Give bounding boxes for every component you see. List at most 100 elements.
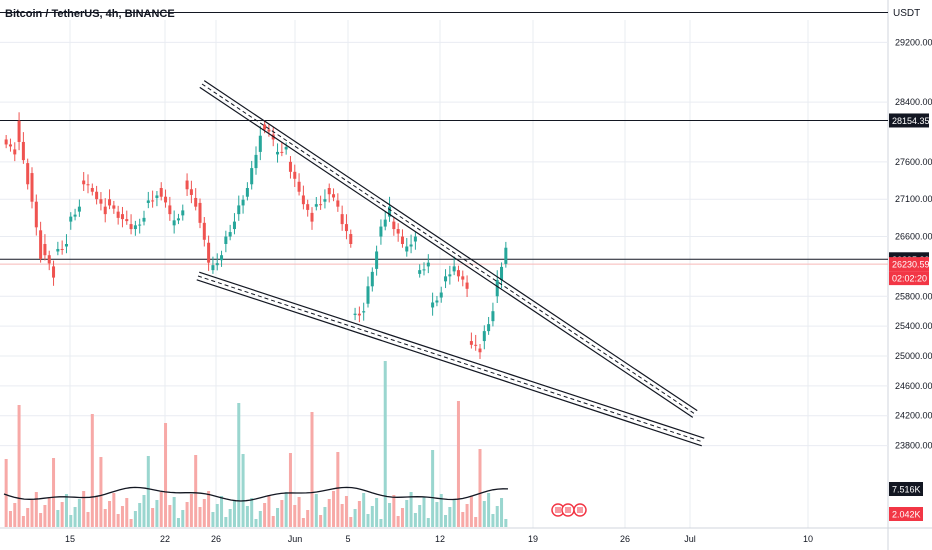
volume-bar (439, 494, 443, 527)
candle-body (383, 219, 387, 227)
x-tick-label: 5 (345, 534, 350, 544)
volume-bar (500, 498, 504, 527)
candle-body (168, 205, 172, 215)
candle-body (138, 224, 142, 226)
candle-body (465, 282, 469, 289)
volume-bar (86, 512, 90, 527)
volume-bar (366, 514, 370, 527)
candle-body (491, 311, 495, 322)
volume-bar (388, 503, 392, 527)
volume-bar (39, 513, 43, 527)
volume-ma-label-bg (889, 482, 923, 496)
candle-body (461, 276, 465, 280)
volume-bar (185, 502, 189, 527)
candle-body (366, 286, 370, 304)
candle-body (487, 324, 491, 332)
candle-body (181, 210, 185, 216)
y-tick-label: 24200.00 (895, 411, 932, 421)
volume-bar (215, 504, 219, 527)
x-tick-label: 15 (65, 534, 75, 544)
volume-bar (90, 414, 94, 527)
volume-bar (194, 455, 198, 527)
volume-bar (69, 515, 73, 527)
candle-body (164, 196, 168, 203)
current-price-label: 26230.59 (892, 260, 930, 270)
candle-body (375, 251, 379, 269)
candle-body (263, 124, 267, 130)
wedge-upper-line (199, 86, 694, 418)
candle-body (310, 212, 314, 222)
candle-body (392, 221, 396, 230)
resistance-price-label: 28154.35 (892, 116, 930, 126)
volume-bar (245, 506, 249, 527)
candle-body (189, 189, 193, 195)
y-tick-label: 24600.00 (895, 381, 932, 391)
candle-body (64, 244, 68, 247)
y-tick-label: 23800.00 (895, 441, 932, 451)
volume-bar (491, 514, 495, 527)
volume-bar (17, 405, 21, 527)
volume-bar (456, 401, 460, 527)
volume-bar (168, 505, 172, 527)
candle-body (159, 188, 163, 197)
volume-bar (43, 505, 47, 527)
candle-body (357, 313, 361, 316)
volume-bar (146, 456, 150, 527)
volume-bar (120, 506, 124, 527)
candle-body (13, 149, 17, 155)
volume-bar (465, 504, 469, 527)
volume-bar (30, 500, 34, 527)
candle-body (198, 202, 202, 223)
candle-body (332, 194, 336, 198)
candle-body (362, 311, 366, 313)
candle-body (17, 120, 21, 142)
candle-body (103, 206, 107, 215)
volume-bar (474, 517, 478, 527)
candle-body (116, 211, 120, 218)
candle-body (258, 135, 262, 152)
candle-body (349, 234, 353, 244)
countdown-label-bg (889, 271, 929, 286)
candle-body (336, 200, 340, 207)
candle-body (99, 199, 103, 204)
volume-bar (142, 495, 146, 527)
volume-bar (181, 510, 185, 527)
candle-body (344, 224, 348, 232)
wedge-lower-line (196, 279, 702, 447)
candle-body (151, 200, 155, 202)
volume-label-bg (889, 507, 923, 521)
volume-bar (280, 500, 284, 527)
volume-bar (301, 518, 305, 527)
volume-bar (276, 508, 280, 527)
volume-bar (405, 500, 409, 527)
candle-body (327, 188, 331, 195)
volume-bar (108, 501, 112, 527)
volume-bar (504, 519, 508, 527)
candle-body (73, 214, 77, 217)
volume-bar (237, 403, 241, 527)
candle-body (245, 188, 249, 197)
candle-body (267, 129, 271, 132)
volume-bar (56, 510, 60, 527)
currency-label: USDT (893, 8, 921, 19)
candle-body (4, 139, 8, 145)
volume-bar (34, 492, 38, 527)
candle-body (422, 269, 426, 271)
y-tick-label: 25400.00 (895, 321, 932, 331)
candle-body (254, 154, 258, 169)
flag-us-icon (561, 503, 575, 517)
volume-bar (220, 496, 224, 527)
x-tick-label: 26 (620, 534, 630, 544)
wedge-upper-line (201, 83, 696, 415)
volume-bar (52, 458, 56, 527)
volume-bar (176, 518, 180, 527)
chart-title: Bitcoin / TetherUS, 4h, BINANCE (5, 8, 175, 20)
y-tick-label: 26600.00 (895, 232, 932, 242)
volume-bar (159, 492, 163, 527)
volume-bar (332, 491, 336, 527)
candle-body (388, 206, 392, 217)
volume-bar (189, 494, 193, 527)
candle-body (478, 348, 482, 353)
candle-body (400, 236, 404, 244)
